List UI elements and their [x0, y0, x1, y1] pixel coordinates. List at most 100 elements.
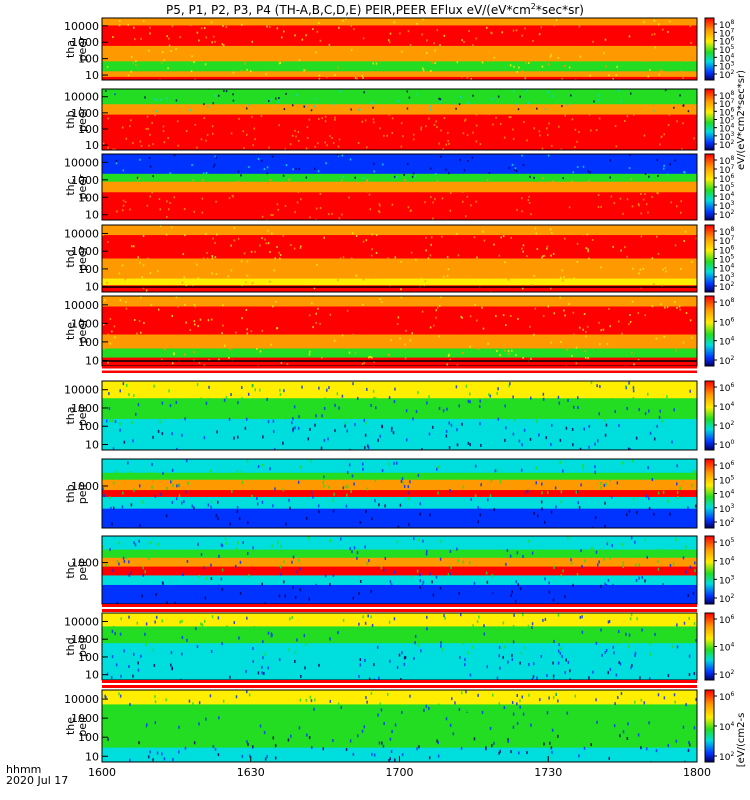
colorbar-tick-label: 104: [719, 336, 734, 348]
y-tick-label: 100: [78, 420, 99, 433]
colorbar-tick-label: 106: [719, 36, 734, 48]
title-end: *sec*sr): [536, 3, 584, 17]
spectrogram-image: [102, 613, 697, 680]
x-tick-label: 1630: [237, 766, 265, 779]
panel-instrument-label: peir: [76, 404, 89, 426]
spectrogram-image: [102, 89, 697, 150]
y-tick-label: 10000: [64, 156, 99, 169]
spectrogram-image: [102, 225, 697, 292]
title-main: P5, P1, P2, P3, P4 (TH-A,B,C,D,E) PEIR,P…: [166, 3, 531, 17]
colorbar-tick-label: 105: [719, 44, 734, 56]
panel-instrument-label: peir: [76, 635, 89, 657]
colorbar-tick-label: 106: [719, 316, 734, 328]
colorbar: 106 104 102: [704, 612, 734, 681]
panel-the-peir: 10000 1000 100 10 the peir 106 104 102: [64, 689, 734, 763]
panel-separator: [102, 604, 697, 612]
colorbar-tick-label: 106: [719, 244, 734, 256]
colorbar-tick-label: 104: [719, 556, 734, 568]
colorbar-tick-label: 104: [719, 489, 734, 501]
y-tick-label: 10: [85, 750, 99, 763]
spectrogram-band: [102, 104, 697, 116]
y-tick-label: 100: [78, 191, 99, 204]
colorbar: 108 106 104 102: [704, 295, 734, 367]
panel-separator: [102, 366, 697, 373]
y-tick-label: 10: [85, 669, 99, 682]
colorbar-tick-label: 108: [719, 226, 734, 238]
spectrogram-band: [102, 306, 697, 335]
spectrogram-band: [102, 459, 697, 474]
colorbar-tick-label: 102: [719, 69, 734, 81]
colorbar-tick-label: 107: [719, 235, 734, 247]
spectrogram-band: [102, 575, 697, 586]
y-tick-label: 1000: [71, 633, 99, 646]
spectrogram-band: [102, 613, 697, 627]
colorbar-tick-label: 108: [719, 155, 734, 167]
colorbar-tick-label: 104: [719, 123, 734, 135]
panel-frame: [101, 224, 698, 293]
y-tick-label: 100: [78, 651, 99, 664]
y-tick-label: 10: [85, 209, 99, 222]
x-tick-label: 1700: [386, 766, 414, 779]
colorbar: 105 104 103 102: [704, 535, 734, 605]
spectrogram-band: [102, 496, 697, 510]
spectrogram-band: [102, 285, 697, 292]
panel-probe-label: tha: [64, 40, 77, 58]
panel-probe-label: thc: [64, 178, 77, 195]
colorbar-tick-label: 106: [719, 460, 734, 472]
spectrogram-band: [102, 704, 697, 727]
colorbar-tick-label: 107: [719, 98, 734, 110]
colorbar-tick-label: 102: [719, 139, 734, 151]
y-tick-label: 100: [78, 731, 99, 744]
panel-probe-label: the: [64, 322, 77, 340]
y-tick-label: 10: [85, 69, 99, 82]
title-superscript: 2: [531, 2, 536, 11]
panel-thc-peer: 10000 1000 100 10 thc peer 1081071061051041031…: [64, 153, 734, 222]
x-tick-label: 1600: [88, 766, 116, 779]
colorbar-units-top: eV/(eV*cm2*sec*sr): [736, 70, 747, 170]
colorbar-tick-label: 108: [719, 90, 734, 102]
panel-frame: [101, 88, 698, 151]
spectrogram-band: [102, 626, 697, 644]
colorbar-tick-label: 104: [719, 401, 734, 413]
y-tick-label: 1000: [71, 174, 99, 187]
panel-probe-label: thc: [64, 561, 77, 578]
colorbar-tick-label: 106: [719, 691, 734, 703]
spectrogram-image: [102, 536, 697, 604]
colorbar-tick-label: 107: [719, 27, 734, 39]
colorbar-tick-label: 105: [719, 115, 734, 127]
colorbar-tick-label: 102: [719, 593, 734, 605]
panel-instrument-label: peer: [76, 107, 89, 133]
y-tick-label: 10000: [64, 91, 99, 104]
colorbar-tick-label: 102: [719, 209, 734, 221]
time-axis: 1600 1630 1700 1730 1800: [88, 756, 711, 779]
spectrogram-band: [102, 89, 697, 105]
spectrogram-band: [102, 154, 697, 175]
panel-instrument-label: peer: [76, 246, 89, 272]
colorbar-tick-label: 108: [719, 19, 734, 31]
spectrogram-band: [102, 235, 697, 259]
spectrogram-band: [102, 479, 697, 491]
colorbar-tick-label: 102: [719, 355, 734, 367]
spectrogram-band: [102, 173, 697, 183]
y-tick-label: 1000: [71, 245, 99, 258]
figure-title: P5, P1, P2, P3, P4 (TH-A,B,C,D,E) PEIR,P…: [166, 2, 584, 17]
panel-instrument-label: peir: [76, 715, 89, 737]
y-tick-label: 10: [85, 281, 99, 294]
panel-instrument-label: peer: [76, 318, 89, 344]
spectrogram-band: [102, 348, 697, 359]
spectrogram-band: [102, 557, 697, 568]
colorbar-tick-label: 102: [719, 420, 734, 432]
spectrogram-band: [102, 278, 697, 286]
spectrogram-image: [102, 459, 697, 528]
colorbar-tick-label: 104: [719, 52, 734, 64]
colorbar-units-bottom: [eV/(cm2-s: [736, 713, 747, 768]
spectrogram-image: [102, 154, 697, 220]
spectrogram-band: [102, 643, 697, 664]
spectrogram-band: [102, 381, 697, 399]
panel-thb-peer: 10000 1000 100 10 thb peer 1081071061051041031…: [64, 88, 734, 152]
colorbar-tick-label: 103: [719, 61, 734, 73]
panel-tha-peer: 10000 1000 100 10 tha peer 1081071061051041031…: [64, 17, 734, 82]
